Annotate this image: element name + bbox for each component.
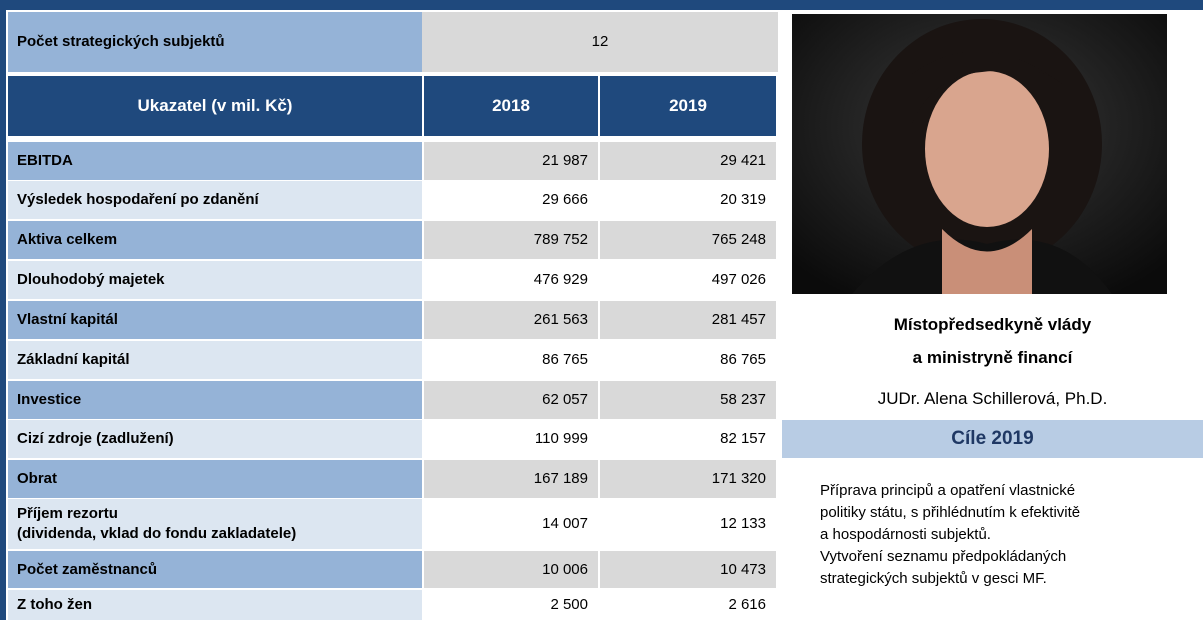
row-label: Cizí zdroje (zadlužení) (8, 420, 422, 458)
cell-value: 62 057 (424, 381, 598, 419)
cell-value: 167 189 (424, 460, 598, 498)
row-label: EBITDA (8, 142, 422, 180)
portrait-photo (792, 14, 1167, 294)
row-label: Počet zaměstnanců (8, 551, 422, 588)
row-label: Výsledek hospodaření po zdanění (8, 181, 422, 219)
cell-value: 20 319 (600, 181, 776, 219)
cell-value: 261 563 (424, 301, 598, 339)
row-label: Aktiva celkem (8, 221, 422, 259)
header-cell: Ukazatel (v mil. Kč) (8, 76, 422, 136)
cell-value: 497 026 (600, 261, 776, 299)
cell-value: 12 133 (600, 499, 776, 549)
cell-value: 2 500 (424, 590, 598, 620)
row-label: Vlastní kapitál (8, 301, 422, 339)
row-label: Investice (8, 381, 422, 419)
goals-title: Cíle 2019 (782, 420, 1203, 458)
profile-title: Místopředsedkyně vlády (782, 310, 1203, 340)
row-label: Základní kapitál (8, 341, 422, 379)
page: Počet strategických subjektů 12 Ukazatel… (0, 0, 1203, 620)
cell-value: 10 473 (600, 551, 776, 588)
cell-value: 58 237 (600, 381, 776, 419)
cell-value: 476 929 (424, 261, 598, 299)
left-border (0, 0, 6, 620)
goals-line: strategických subjektů v gesci MF. (820, 568, 1190, 590)
cell-value: 765 248 (600, 221, 776, 259)
cell-value: 29 666 (424, 181, 598, 219)
row-label: Obrat (8, 460, 422, 498)
goals-line: a hospodárnosti subjektů. (820, 524, 1190, 546)
cell-value: 14 007 (424, 499, 598, 549)
row-label: Z toho žen (8, 590, 422, 620)
goals-line: Vytvoření seznamu předpokládaných (820, 546, 1190, 568)
cell-value: 82 157 (600, 420, 776, 458)
cell-value: 789 752 (424, 221, 598, 259)
cell-value: 110 999 (424, 420, 598, 458)
cell-value: 21 987 (424, 142, 598, 180)
cell-value: 171 320 (600, 460, 776, 498)
cell-value: 86 765 (424, 341, 598, 379)
cell-value: 2 616 (600, 590, 776, 620)
cell-value: 10 006 (424, 551, 598, 588)
goals-line: Příprava principů a opatření vlastnické (820, 480, 1190, 502)
cell-value: 281 457 (600, 301, 776, 339)
profile-title: a ministryně financí (782, 343, 1203, 373)
top-bar (0, 0, 1203, 10)
row-label: Příjem rezortu (dividenda, vklad do fond… (8, 499, 422, 549)
profile-name: JUDr. Alena Schillerová, Ph.D. (782, 384, 1203, 414)
row-label: Dlouhodobý majetek (8, 261, 422, 299)
header-cell: 2019 (600, 76, 776, 136)
cell-value: 29 421 (600, 142, 776, 180)
summary-value: 12 (422, 12, 778, 72)
goals-line: politiky státu, s přihlédnutím k efektiv… (820, 502, 1190, 524)
summary-label: Počet strategických subjektů (8, 12, 422, 72)
header-cell: 2018 (424, 76, 598, 136)
cell-value: 86 765 (600, 341, 776, 379)
